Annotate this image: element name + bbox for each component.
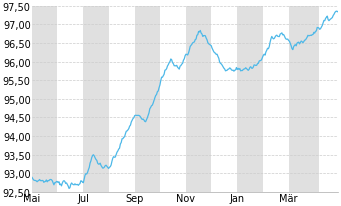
Bar xyxy=(135,7,160,192)
Bar xyxy=(288,7,319,192)
Bar xyxy=(83,7,108,192)
Bar xyxy=(237,7,263,192)
Bar xyxy=(32,7,57,192)
Bar xyxy=(186,7,211,192)
